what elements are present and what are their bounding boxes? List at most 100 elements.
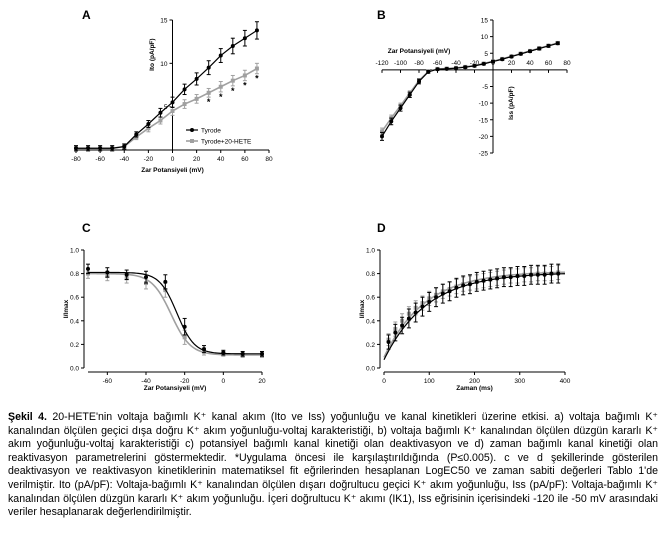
x-tick-label: -40	[451, 60, 461, 67]
significance-star: *	[219, 92, 223, 102]
data-point	[435, 67, 440, 72]
data-point	[206, 65, 211, 70]
y-tick-label: -15	[479, 117, 489, 124]
y-tick-label: 0.4	[366, 318, 375, 325]
x-tick-label: -40	[141, 378, 151, 385]
data-point	[86, 146, 91, 151]
x-tick-label: -60	[95, 156, 105, 163]
data-point	[254, 28, 259, 33]
series-line	[383, 273, 566, 361]
data-point	[163, 279, 168, 284]
x-tick-label: -20	[180, 378, 190, 385]
x-tick-label: -80	[71, 156, 81, 163]
significance-star: *	[255, 74, 259, 84]
data-point	[501, 275, 506, 280]
y-tick-label: 1.0	[70, 248, 79, 255]
data-point	[461, 283, 466, 288]
y-tick-label: -10	[479, 101, 489, 108]
panel-letter: D	[377, 221, 386, 235]
y-tick-label: 15	[160, 18, 168, 25]
panel-letter: C	[82, 221, 91, 235]
data-point	[389, 119, 394, 124]
data-point	[518, 51, 523, 56]
data-point	[555, 41, 560, 46]
x-tick-label: 60	[241, 156, 249, 163]
series-control	[383, 263, 566, 361]
data-point	[491, 59, 495, 64]
data-point	[74, 146, 78, 151]
y-tick-label: 0.8	[366, 271, 375, 278]
data-point	[522, 273, 527, 278]
data-point	[105, 270, 110, 275]
x-tick-label: -40	[120, 156, 130, 163]
data-point	[426, 69, 431, 74]
data-point	[463, 65, 468, 70]
data-point	[472, 63, 477, 68]
data-point	[481, 61, 486, 66]
data-point	[500, 57, 505, 62]
data-point	[158, 118, 163, 123]
data-point	[218, 53, 223, 58]
x-tick-label: -80	[414, 60, 424, 67]
y-tick-label: 10	[481, 34, 489, 41]
data-point	[146, 126, 151, 131]
data-point	[417, 79, 421, 84]
legend-marker	[190, 139, 194, 143]
data-point	[182, 335, 187, 340]
significance-star: *	[207, 97, 211, 107]
caption-label: Şekil 4.	[8, 411, 47, 423]
y-tick-label: 15	[481, 18, 489, 25]
x-tick-label: 400	[560, 378, 571, 385]
x-tick-label: 20	[258, 378, 266, 385]
y-tick-label: 1.0	[366, 248, 375, 255]
data-point	[182, 324, 187, 329]
data-point	[86, 266, 90, 271]
x-tick-label: -60	[433, 60, 443, 67]
data-point	[454, 285, 459, 290]
caption-text: 20-HETE'nin voltaja bağımlı K⁺ kanal akı…	[8, 411, 658, 519]
data-point	[537, 46, 542, 51]
x-tick-label: 40	[217, 156, 225, 163]
series-control	[86, 263, 264, 357]
x-tick-label: 0	[171, 156, 175, 163]
x-tick-label: -100	[394, 60, 407, 67]
legend-marker	[190, 128, 194, 132]
y-tick-label: 0.8	[70, 271, 79, 278]
y-tick-label: -20	[479, 134, 489, 141]
data-point	[447, 289, 452, 294]
data-point	[467, 282, 472, 287]
data-point	[542, 272, 547, 277]
y-tick-label: 0.2	[366, 342, 375, 349]
data-point	[110, 146, 115, 151]
panel-letter: B	[377, 8, 386, 22]
x-tick-label: 20	[193, 156, 201, 163]
data-point	[495, 276, 500, 281]
data-point	[528, 49, 532, 54]
y-tick-label: 5	[484, 51, 488, 58]
data-point	[427, 299, 432, 304]
data-point	[240, 351, 245, 356]
data-point	[488, 277, 493, 282]
data-point	[146, 122, 151, 126]
figure-canvas: A -80 -60 -40 -20 0 20 40 60 80 5 10 15 Zar Potansiye…	[63, 8, 571, 392]
x-tick-label: -20	[470, 60, 480, 67]
significance-star: *	[231, 86, 235, 96]
data-point	[546, 43, 551, 48]
data-point	[386, 340, 391, 345]
series-control	[380, 41, 560, 141]
data-point	[434, 295, 439, 300]
data-point	[182, 87, 187, 92]
x-tick-label: 300	[514, 378, 525, 385]
data-point	[440, 291, 445, 296]
series-line	[383, 271, 566, 358]
data-point	[260, 351, 264, 356]
x-tick-label: -120	[375, 60, 388, 67]
x-tick-label: 0	[222, 378, 226, 385]
data-point	[202, 347, 206, 352]
data-point	[124, 272, 129, 277]
y-tick-label: 0.6	[366, 295, 375, 302]
series-treatment	[86, 268, 264, 358]
y-tick-label: 0.0	[70, 366, 79, 373]
data-point	[206, 90, 211, 95]
